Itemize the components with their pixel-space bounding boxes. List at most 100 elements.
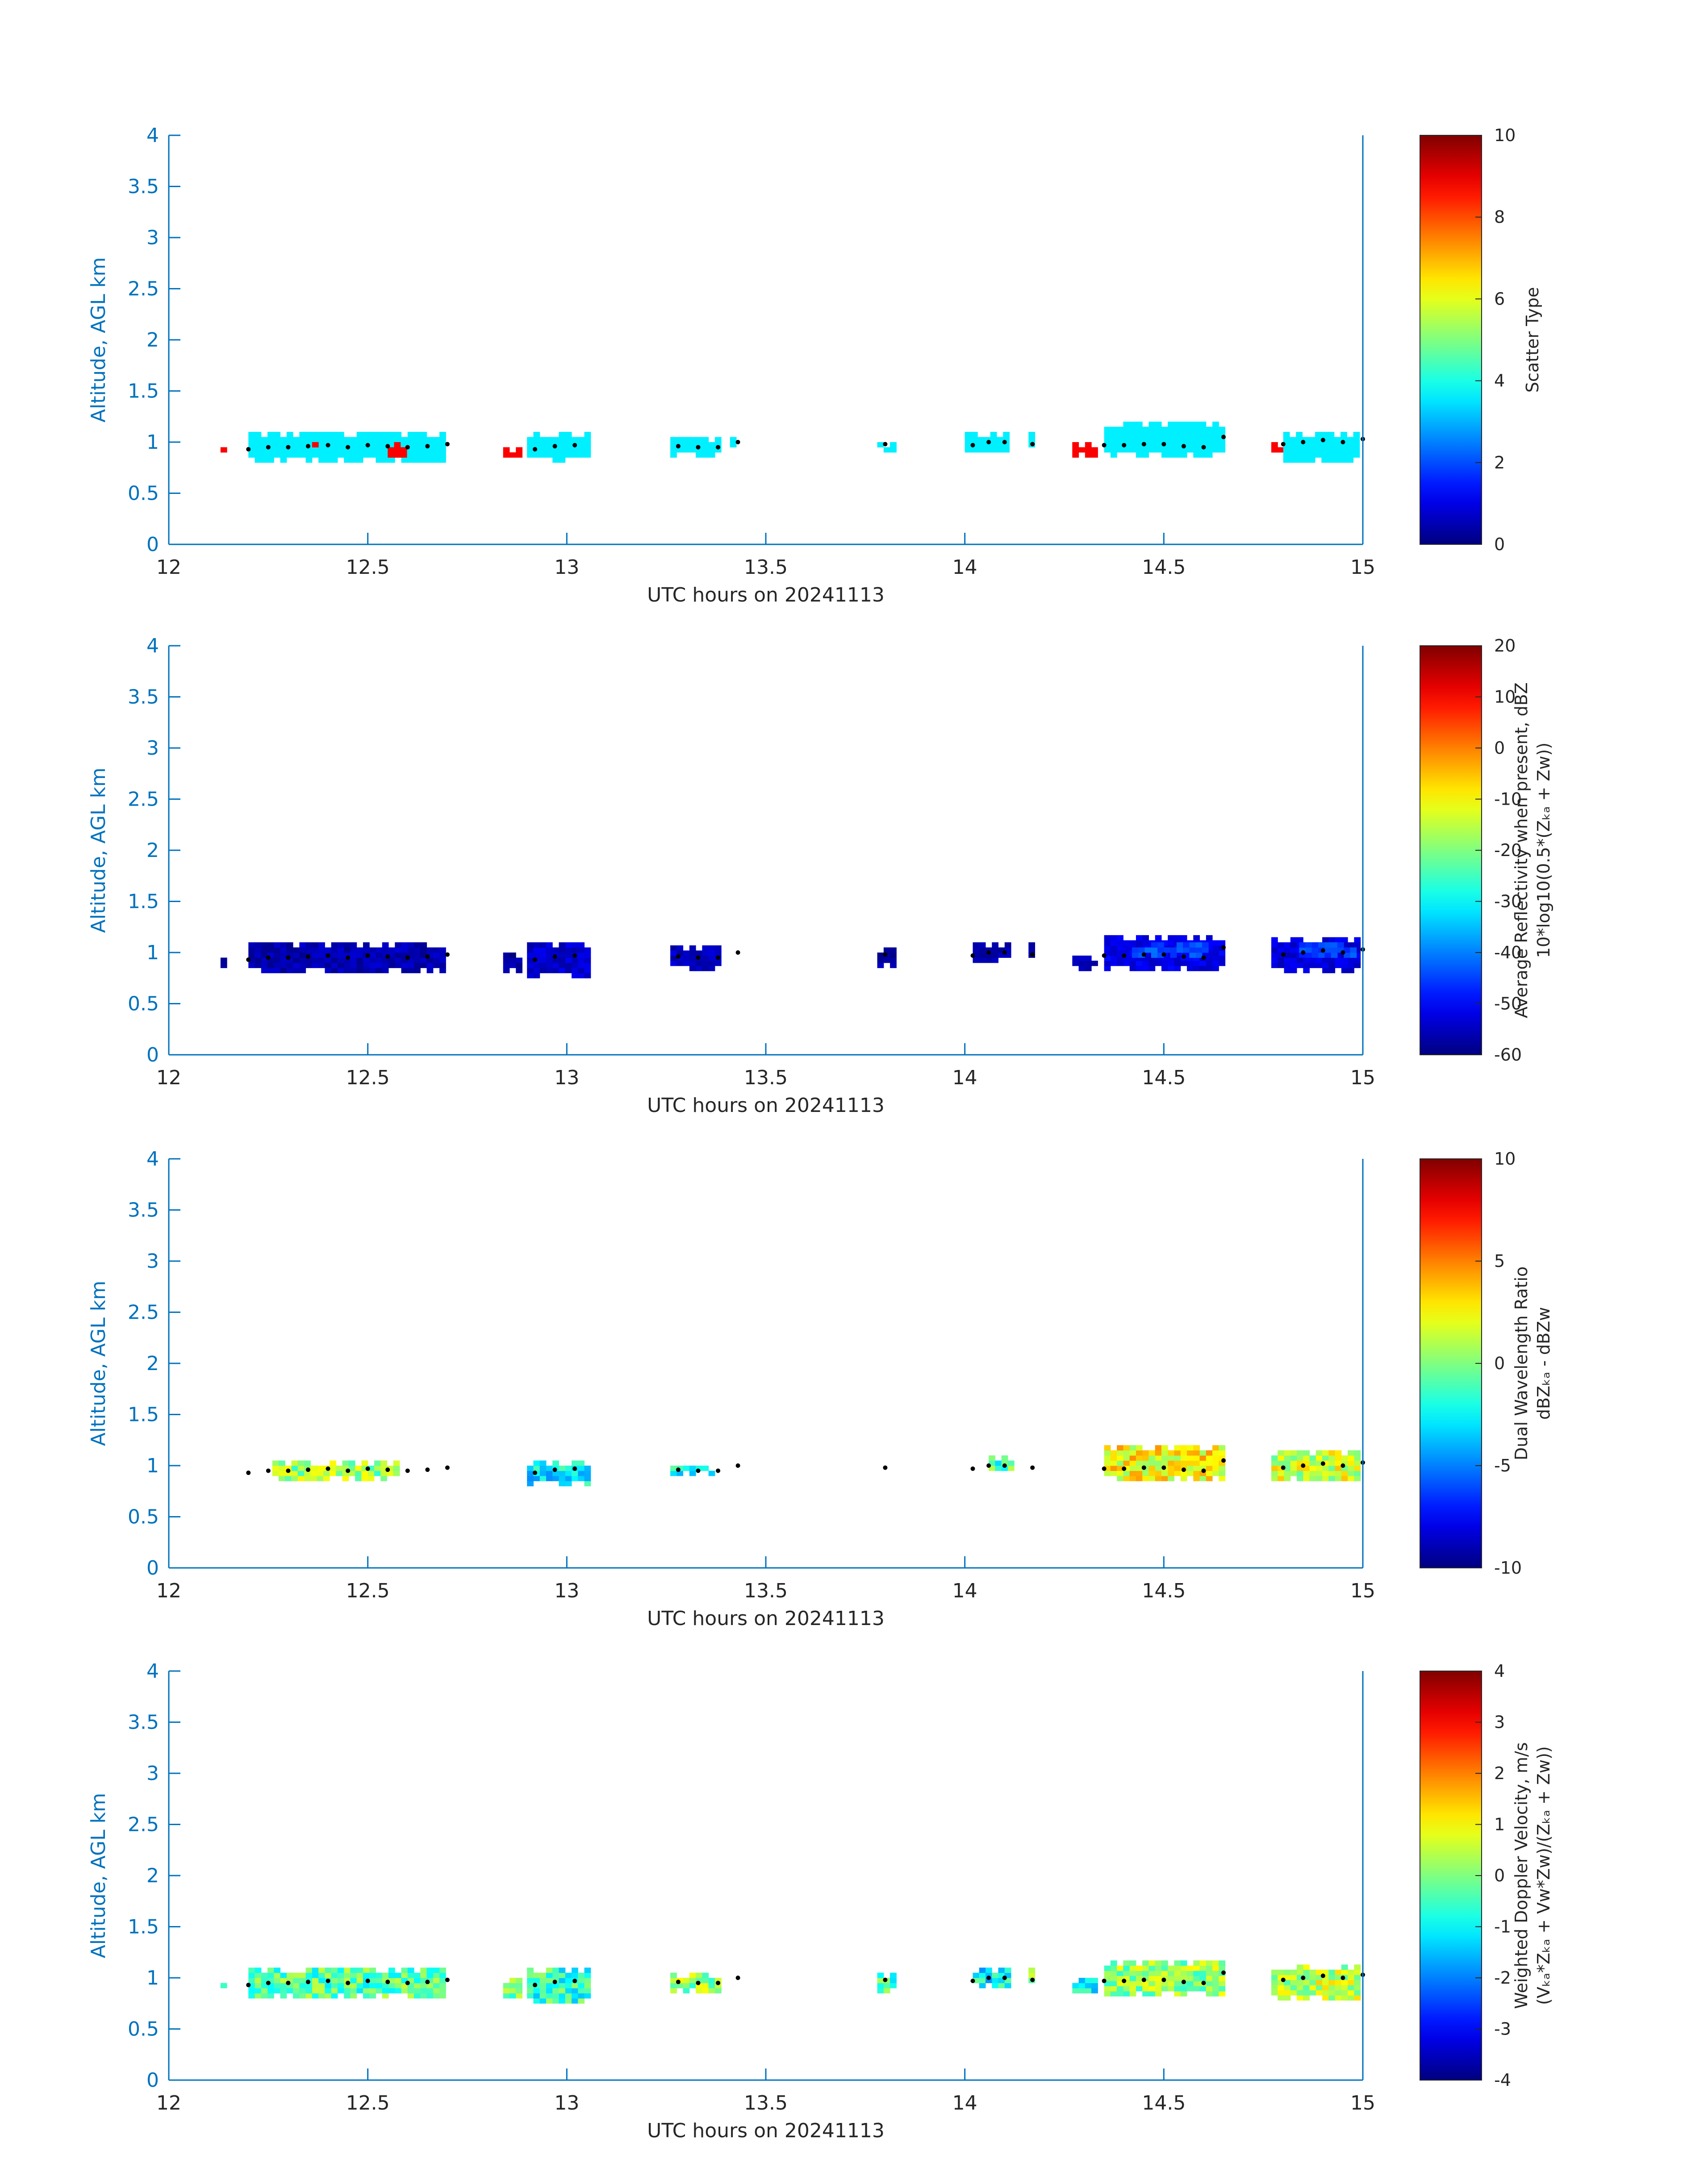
heatmap-cell bbox=[1348, 968, 1354, 974]
heatmap-cell bbox=[1199, 950, 1207, 956]
cloud-base-dot bbox=[986, 1463, 991, 1468]
heatmap-cell bbox=[1284, 953, 1291, 958]
heatmap-cell bbox=[1174, 442, 1181, 447]
heatmap-cell bbox=[1309, 1460, 1316, 1466]
heatmap-cell bbox=[1104, 965, 1111, 971]
heatmap-cell bbox=[407, 947, 414, 953]
heatmap-cell bbox=[1193, 1960, 1200, 1966]
heatmap-cell bbox=[702, 945, 709, 951]
heatmap-cell bbox=[261, 442, 268, 447]
heatmap-cell bbox=[890, 1983, 897, 1989]
heatmap-cell bbox=[1350, 953, 1357, 958]
heatmap-cell bbox=[1354, 1964, 1361, 1970]
heatmap-cell bbox=[299, 452, 306, 458]
heatmap-cell bbox=[414, 1983, 421, 1989]
heatmap-cell bbox=[1297, 1969, 1303, 1975]
heatmap-cell bbox=[420, 957, 427, 963]
heatmap-cell bbox=[1155, 955, 1162, 961]
heatmap-cell bbox=[1311, 947, 1319, 953]
heatmap-cell bbox=[1311, 942, 1319, 948]
heatmap-cell bbox=[730, 442, 737, 447]
heatmap-cell bbox=[1136, 426, 1143, 432]
cloud-base-dot bbox=[365, 443, 370, 447]
heatmap-cell bbox=[1148, 961, 1156, 966]
heatmap-cell bbox=[1104, 950, 1111, 956]
heatmap-cell bbox=[696, 447, 702, 453]
heatmap-cell bbox=[1123, 447, 1130, 453]
heatmap-cell bbox=[344, 1983, 351, 1989]
heatmap-cell bbox=[1324, 953, 1332, 958]
heatmap-cell bbox=[363, 432, 370, 438]
heatmap-cell bbox=[318, 962, 325, 968]
heatmap-cell bbox=[546, 1998, 553, 2004]
heatmap-cell bbox=[1341, 457, 1347, 463]
heatmap-cell bbox=[509, 1983, 516, 1989]
heatmap-cell bbox=[1296, 437, 1303, 443]
heatmap-cell bbox=[312, 1972, 319, 1978]
heatmap-cell bbox=[559, 1978, 566, 1983]
heatmap-cell bbox=[1348, 1975, 1354, 1981]
heatmap-cell bbox=[393, 1460, 400, 1466]
heatmap-cell bbox=[1004, 947, 1011, 953]
heatmap-cell bbox=[1206, 1960, 1213, 1966]
colorbar-tick-label: 4 bbox=[1494, 371, 1505, 391]
heatmap-cell bbox=[1212, 1960, 1219, 1966]
cloud-base-dot bbox=[1301, 1463, 1306, 1468]
heatmap-cell bbox=[1297, 957, 1303, 963]
heatmap-cell bbox=[559, 1972, 566, 1978]
heatmap-cell bbox=[305, 452, 313, 458]
heatmap-cell bbox=[1161, 1450, 1168, 1456]
heatmap-cell bbox=[578, 1998, 585, 2004]
heatmap-cell bbox=[1324, 947, 1332, 953]
heatmap-cell bbox=[382, 947, 389, 953]
heatmap-cell bbox=[395, 1978, 402, 1983]
heatmap-cell bbox=[1104, 1471, 1111, 1476]
heatmap-cell bbox=[1129, 1965, 1136, 1971]
heatmap-cell bbox=[1193, 965, 1200, 971]
heatmap-cell bbox=[584, 452, 591, 458]
heatmap-cell bbox=[401, 1978, 408, 1983]
heatmap-cell bbox=[1183, 942, 1190, 948]
heatmap-cell bbox=[395, 437, 402, 443]
heatmap-cell bbox=[1321, 432, 1328, 438]
heatmap-cell bbox=[318, 452, 325, 458]
heatmap-cell bbox=[1155, 1471, 1162, 1476]
heatmap-cell bbox=[1117, 961, 1123, 966]
heatmap-cell bbox=[1187, 1965, 1194, 1971]
cloud-base-dot bbox=[1341, 1976, 1345, 1980]
heatmap-cell bbox=[689, 447, 696, 453]
heatmap-cell bbox=[376, 968, 383, 974]
heatmap-cell bbox=[1123, 945, 1130, 951]
heatmap-cell bbox=[1206, 1475, 1213, 1481]
heatmap-cell bbox=[1315, 432, 1322, 438]
heatmap-cell bbox=[280, 1978, 287, 1983]
heatmap-cell bbox=[1290, 968, 1297, 974]
heatmap-cell bbox=[293, 1972, 300, 1978]
heatmap-cell bbox=[261, 953, 268, 958]
heatmap-cell bbox=[280, 957, 287, 963]
cloud-base-dot bbox=[405, 955, 410, 960]
y-tick-label: 1 bbox=[146, 431, 159, 454]
heatmap-cell bbox=[420, 457, 427, 463]
heatmap-cell bbox=[1284, 1455, 1291, 1461]
heatmap-cell bbox=[890, 962, 897, 968]
heatmap-cell bbox=[1136, 1965, 1143, 1971]
heatmap-cell bbox=[318, 457, 325, 463]
heatmap-cell bbox=[998, 953, 1005, 958]
heatmap-cell bbox=[248, 432, 255, 438]
heatmap-cell bbox=[291, 1466, 298, 1471]
heatmap-cell bbox=[559, 1993, 566, 1999]
heatmap-cell bbox=[979, 1972, 986, 1978]
heatmap-cell bbox=[299, 968, 306, 974]
heatmap-cell bbox=[539, 968, 547, 974]
heatmap-cell bbox=[1318, 953, 1325, 958]
heatmap-cell bbox=[1078, 1978, 1086, 1983]
heatmap-cell bbox=[388, 947, 395, 953]
heatmap-cell bbox=[565, 942, 572, 948]
heatmap-cell bbox=[559, 447, 566, 453]
heatmap-cell bbox=[261, 962, 268, 968]
heatmap-cell bbox=[1322, 1475, 1329, 1481]
heatmap-cell bbox=[267, 437, 274, 443]
heatmap-cell bbox=[584, 1988, 591, 1993]
heatmap-cell bbox=[255, 452, 262, 458]
